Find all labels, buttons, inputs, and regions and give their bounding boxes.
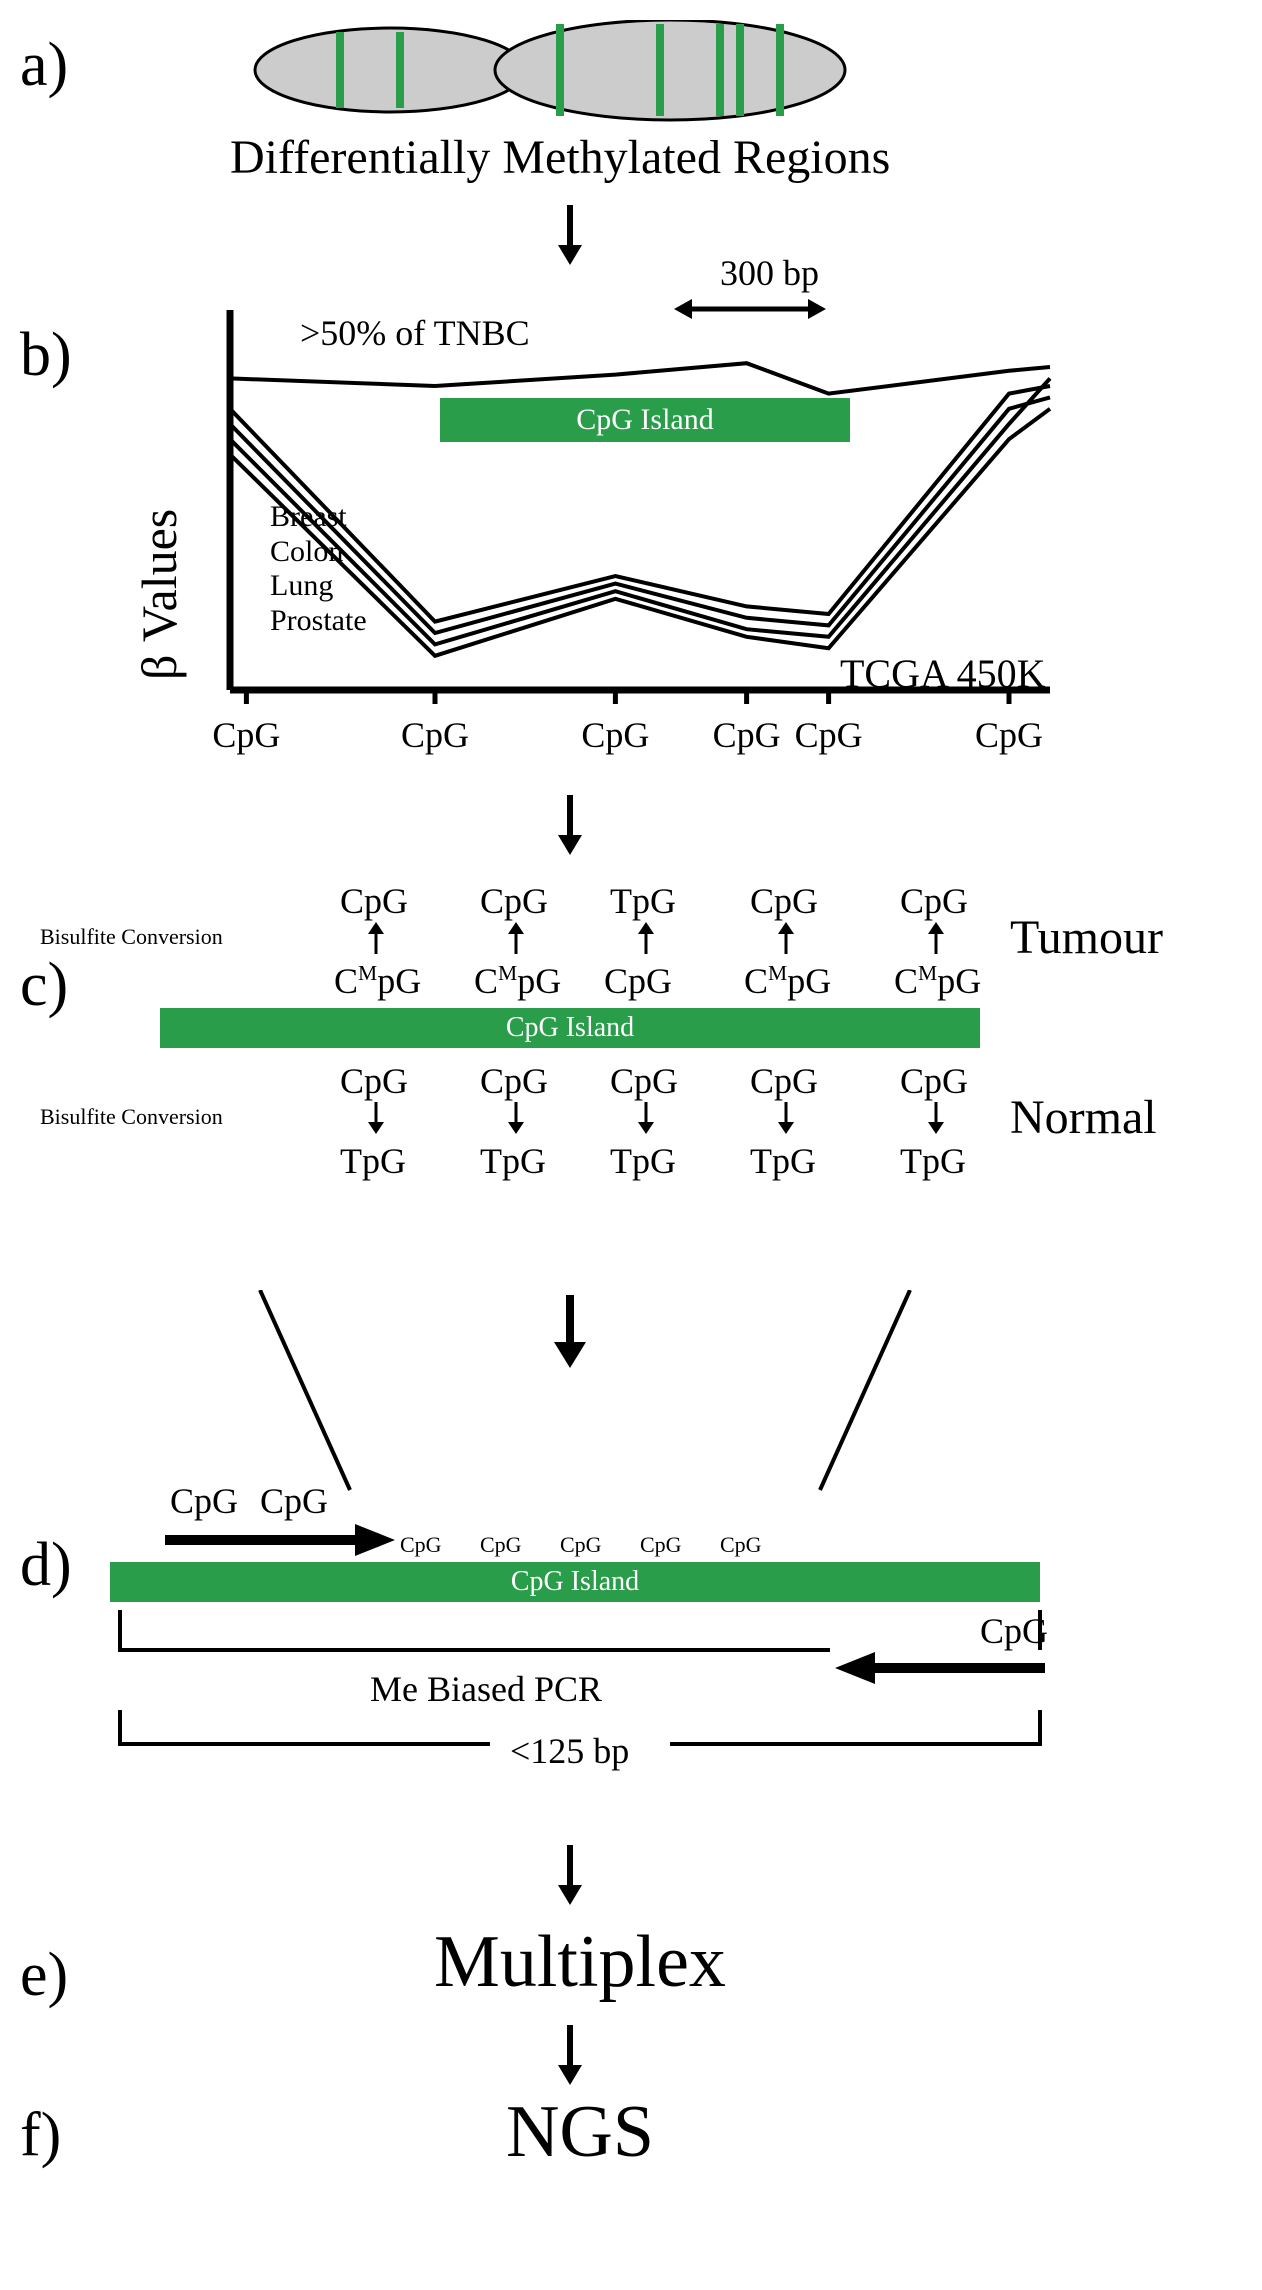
region-bp-label: 300 bp — [720, 252, 819, 294]
arrow-d-to-e — [550, 1840, 590, 1910]
cpg-island-box-chart: CpG Island — [440, 398, 850, 442]
cpg-island-box: CpG Island — [110, 1562, 1040, 1602]
amplicon-cpg-label: CpG — [400, 1532, 442, 1558]
panel-label-d: d) — [20, 1530, 72, 1601]
up-arrow-icon — [634, 920, 658, 956]
panel-label-a: a) — [20, 30, 68, 101]
up-arrow-icon — [364, 920, 388, 956]
amplicon-cpg-label: CpG — [560, 1532, 602, 1558]
panel-a-title: Differentially Methylated Regions — [230, 130, 890, 185]
region-double-arrow-icon — [670, 290, 870, 328]
amplicon-size-label: <125 bp — [510, 1730, 629, 1772]
normal-label: Normal — [1010, 1090, 1157, 1145]
bracket-icon — [110, 1610, 1050, 1660]
arrow-a-to-b — [550, 200, 590, 270]
tnbc-threshold-label: >50% of TNBC — [300, 312, 530, 354]
figure-root: a) b) c) d) e) f) Differentially Methyla… — [20, 20, 1242, 2270]
panel-label-e: e) — [20, 1940, 68, 2011]
panel-c-container: CpGCMpGCpGCMpGTpGCpGCpGCMpGCpGCMpGBisulf… — [110, 880, 1160, 1300]
tissue-label: Lung — [270, 569, 367, 604]
cpg-label: TpG — [900, 1140, 966, 1182]
cpg-label: CpG — [900, 1060, 968, 1102]
x-tick-label: CpG — [795, 714, 863, 756]
panel-label-f: f) — [20, 2100, 61, 2171]
cpg-label: CMpG — [474, 960, 561, 1002]
tissue-label: Prostate — [270, 604, 367, 639]
cpg-label: CpG — [610, 1060, 678, 1102]
cpg-label: CpG — [750, 880, 818, 922]
me-biased-pcr-label: Me Biased PCR — [370, 1668, 602, 1710]
cpg-island-box: CpG Island — [160, 1008, 980, 1048]
up-arrow-icon — [504, 920, 528, 956]
up-arrow-icon — [924, 920, 948, 956]
tissue-label: Breast — [270, 500, 367, 535]
funnel-lines-icon — [190, 1290, 970, 1500]
cpg-label: CpG — [900, 880, 968, 922]
panel-label-b: b) — [20, 320, 72, 391]
primer-cpg-label: CpG — [170, 1480, 238, 1522]
cpg-label: TpG — [610, 1140, 676, 1182]
primer-cpg-label: CpG — [260, 1480, 328, 1522]
down-arrow-icon — [634, 1100, 658, 1136]
cpg-label: CpG — [480, 880, 548, 922]
cpg-label: CMpG — [894, 960, 981, 1002]
cpg-label: CMpG — [334, 960, 421, 1002]
arrow-e-to-f — [550, 2020, 590, 2090]
amplicon-cpg-label: CpG — [640, 1532, 682, 1558]
panel-label-c: c) — [20, 950, 68, 1021]
ngs-label: NGS — [370, 2090, 790, 2175]
panel-d-container: CpGCpGCpGCpGCpGCpGCpGCpG IslandCpGMe Bia… — [110, 1480, 1160, 1820]
cpg-label: CMpG — [744, 960, 831, 1002]
tumour-label: Tumour — [1010, 910, 1163, 965]
x-tick-label: CpG — [975, 714, 1043, 756]
down-arrow-icon — [364, 1100, 388, 1136]
cpg-label: CpG — [750, 1060, 818, 1102]
up-arrow-icon — [774, 920, 798, 956]
normal-tissue-list: BreastColonLungProstate — [270, 500, 367, 638]
forward-primer-arrow-icon — [160, 1520, 400, 1560]
chromosome-diagram — [210, 20, 910, 130]
multiplex-label: Multiplex — [370, 1920, 790, 2005]
chart-ylabel: β Values — [130, 509, 188, 680]
bisulfite-label: Bisulfite Conversion — [40, 924, 223, 950]
cpg-label: TpG — [340, 1140, 406, 1182]
cpg-label: CpG — [480, 1060, 548, 1102]
x-tick-label: CpG — [581, 714, 649, 756]
amplicon-cpg-label: CpG — [720, 1532, 762, 1558]
down-arrow-icon — [504, 1100, 528, 1136]
tissue-label: Colon — [270, 535, 367, 570]
bisulfite-label: Bisulfite Conversion — [40, 1104, 223, 1130]
amplicon-cpg-label: CpG — [480, 1532, 522, 1558]
cpg-label: TpG — [480, 1140, 546, 1182]
x-tick-label: CpG — [401, 714, 469, 756]
cpg-label: TpG — [750, 1140, 816, 1182]
x-tick-label: CpG — [713, 714, 781, 756]
cpg-label: CpG — [340, 1060, 408, 1102]
cpg-label: TpG — [610, 880, 676, 922]
x-tick-labels: CpG CpG CpG CpG CpG CpG — [200, 714, 1080, 764]
cpg-label: CpG — [340, 880, 408, 922]
down-arrow-icon — [924, 1100, 948, 1136]
arrow-b-to-c — [550, 790, 590, 860]
datasource-label: TCGA 450K — [840, 650, 1046, 697]
x-tick-label: CpG — [212, 714, 280, 756]
cpg-label: CpG — [604, 960, 672, 1002]
down-arrow-icon — [774, 1100, 798, 1136]
